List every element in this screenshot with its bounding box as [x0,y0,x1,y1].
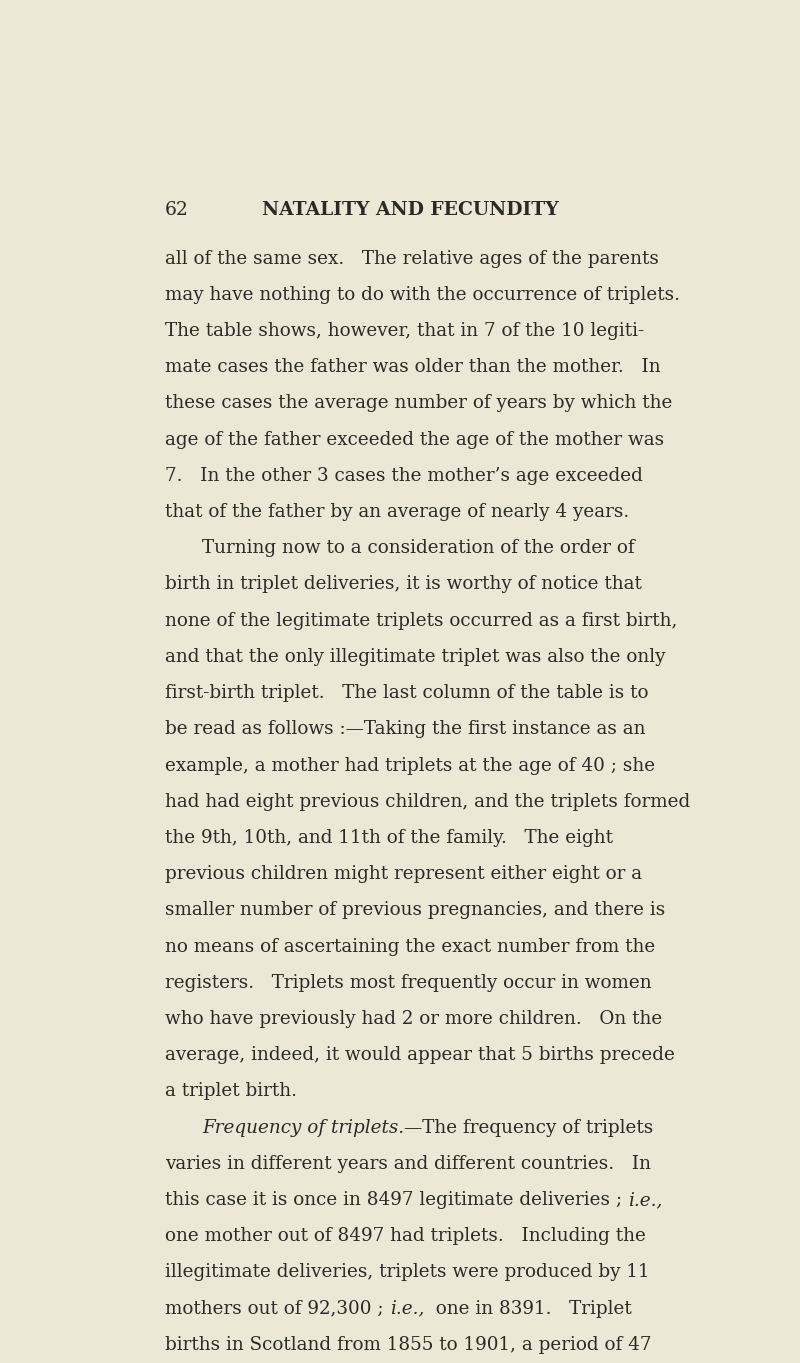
Text: 62: 62 [165,202,189,219]
Text: mothers out of 92,300 ;: mothers out of 92,300 ; [165,1300,390,1318]
Text: who have previously had 2 or more children.   On the: who have previously had 2 or more childr… [165,1010,662,1028]
Text: NATALITY AND FECUNDITY: NATALITY AND FECUNDITY [262,202,558,219]
Text: The table shows, however, that in 7 of the 10 legiti-: The table shows, however, that in 7 of t… [165,322,644,339]
Text: none of the legitimate triplets occurred as a first birth,: none of the legitimate triplets occurred… [165,612,678,630]
Text: these cases the average number of years by which the: these cases the average number of years … [165,394,673,413]
Text: Frequency of triplets.: Frequency of triplets. [202,1119,405,1137]
Text: previous children might represent either eight or a: previous children might represent either… [165,866,642,883]
Text: illegitimate deliveries, triplets were produced by 11: illegitimate deliveries, triplets were p… [165,1264,650,1281]
Text: all of the same sex.   The relative ages of the parents: all of the same sex. The relative ages o… [165,249,659,267]
Text: Turning now to a consideration of the order of: Turning now to a consideration of the or… [202,540,635,557]
Text: registers.   Triplets most frequently occur in women: registers. Triplets most frequently occu… [165,973,652,992]
Text: one mother out of 8497 had triplets.   Including the: one mother out of 8497 had triplets. Inc… [165,1227,646,1246]
Text: birth in triplet deliveries, it is worthy of notice that: birth in triplet deliveries, it is worth… [165,575,642,593]
Text: one in 8391.   Triplet: one in 8391. Triplet [424,1300,632,1318]
Text: —The frequency of triplets: —The frequency of triplets [405,1119,654,1137]
Text: be read as follows :—Taking the first instance as an: be read as follows :—Taking the first in… [165,720,646,739]
Text: births in Scotland from 1855 to 1901, a period of 47: births in Scotland from 1855 to 1901, a … [165,1336,651,1353]
Text: average, indeed, it would appear that 5 births precede: average, indeed, it would appear that 5 … [165,1047,675,1065]
Text: i.e.,: i.e., [390,1300,424,1318]
Text: had had eight previous children, and the triplets formed: had had eight previous children, and the… [165,793,690,811]
Text: and that the only illegitimate triplet was also the only: and that the only illegitimate triplet w… [165,647,666,667]
Text: mate cases the father was older than the mother.   In: mate cases the father was older than the… [165,358,661,376]
Text: 7.   In the other 3 cases the mother’s age exceeded: 7. In the other 3 cases the mother’s age… [165,468,643,485]
Text: this case it is once in 8497 legitimate deliveries ;: this case it is once in 8497 legitimate … [165,1191,628,1209]
Text: i.e.,: i.e., [628,1191,662,1209]
Text: age of the father exceeded the age of the mother was: age of the father exceeded the age of th… [165,431,664,448]
Text: that of the father by an average of nearly 4 years.: that of the father by an average of near… [165,503,630,521]
Text: no means of ascertaining the exact number from the: no means of ascertaining the exact numbe… [165,938,655,955]
Text: a triplet birth.: a triplet birth. [165,1082,297,1100]
Text: may have nothing to do with the occurrence of triplets.: may have nothing to do with the occurren… [165,286,680,304]
Text: varies in different years and different countries.   In: varies in different years and different … [165,1154,651,1172]
Text: first-birth triplet.   The last column of the table is to: first-birth triplet. The last column of … [165,684,649,702]
Text: smaller number of previous pregnancies, and there is: smaller number of previous pregnancies, … [165,901,666,920]
Text: the 9th, 10th, and 11th of the family.   The eight: the 9th, 10th, and 11th of the family. T… [165,829,613,846]
Text: example, a mother had triplets at the age of 40 ; she: example, a mother had triplets at the ag… [165,756,655,774]
